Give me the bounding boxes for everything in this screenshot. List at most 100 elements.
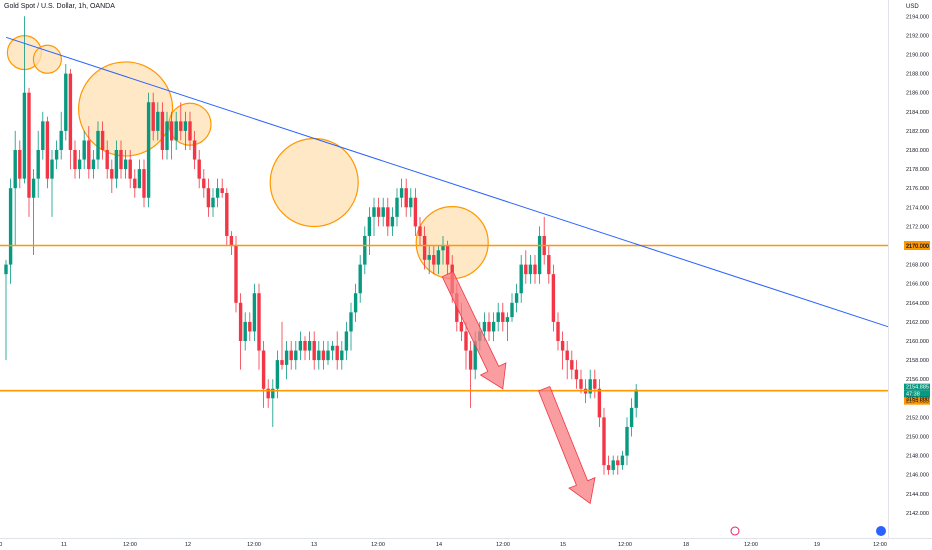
candle-body: [537, 235, 542, 275]
x-tick-label: 12:00: [496, 542, 510, 548]
y-tick-label: 2188.000: [906, 72, 929, 78]
y-tick-label: 2168.000: [906, 263, 929, 269]
x-tick-label: 12:00: [247, 542, 261, 548]
candle-body: [284, 350, 289, 365]
candle-body: [41, 121, 45, 150]
candle-body: [211, 197, 215, 208]
candle-body: [238, 302, 243, 341]
candle-body: [280, 360, 284, 365]
trendline-group: [5, 36, 889, 328]
candle-body: [611, 460, 615, 470]
candle-body: [137, 169, 142, 189]
candle-body: [597, 388, 602, 418]
candle-body: [165, 121, 169, 150]
candle-body: [18, 150, 22, 179]
y-tick-label: 2194.000: [906, 14, 929, 20]
candle-body: [298, 341, 303, 351]
highlight-circle: [269, 137, 359, 228]
candle-body: [505, 317, 510, 322]
candle-body: [496, 312, 500, 322]
candle-body: [119, 150, 123, 170]
candle-body: [445, 245, 450, 265]
y-tick-label: 2150.000: [906, 435, 929, 441]
candles: [4, 16, 638, 475]
candle-body: [473, 341, 477, 370]
candle-body: [151, 102, 155, 131]
x-tick-label: 14: [436, 542, 442, 548]
candle-body: [77, 159, 82, 170]
y-tick-label: 2160.000: [906, 339, 929, 345]
candle-body: [464, 331, 468, 351]
candle-body: [105, 150, 109, 170]
candle-body: [68, 73, 73, 150]
candle-body: [491, 321, 496, 332]
candle-body: [427, 255, 431, 260]
candle-body: [344, 331, 349, 351]
candle-body: [206, 188, 211, 208]
x-tick-label: 2:00: [0, 542, 2, 548]
projection-arrows: [441, 270, 596, 505]
candle-body: [87, 140, 91, 170]
trendline: [5, 36, 889, 328]
candle-body: [202, 178, 206, 189]
candle-body: [31, 178, 36, 198]
y-tick-label: 2186.000: [906, 91, 929, 97]
y-tick-label: 2144.000: [906, 492, 929, 498]
x-tick-label: 15: [560, 542, 566, 548]
y-tick-label: 2148.000: [906, 454, 929, 460]
candle-body: [620, 455, 625, 466]
candle-body: [579, 379, 583, 389]
y-tick-label: 2152.000: [906, 415, 929, 421]
us-flag-icon: [876, 526, 886, 536]
candle-body: [317, 350, 321, 361]
candle-body: [82, 140, 86, 160]
currency-label: USD: [906, 4, 919, 10]
candle-body: [560, 341, 565, 351]
y-tick-label: 2162.000: [906, 320, 929, 326]
candle-body: [73, 150, 77, 170]
y-tick-label: 2166.000: [906, 282, 929, 288]
candle-body: [376, 207, 381, 217]
candle-body: [289, 350, 293, 361]
candle-body: [128, 159, 132, 179]
candle-body: [528, 264, 533, 275]
candle-body: [192, 140, 197, 160]
candle-body: [220, 188, 224, 193]
y-tick-label: 2178.000: [906, 167, 929, 173]
candle-body: [487, 321, 491, 332]
y-tick-label: 2164.000: [906, 301, 929, 307]
candle-body: [156, 111, 160, 131]
candle-body: [110, 169, 114, 179]
candle-body: [266, 388, 270, 399]
x-tick-label: 11: [61, 542, 67, 548]
candle-body: [519, 264, 523, 294]
y-tick-label: 2192.000: [906, 33, 929, 39]
x-tick-label: 12:00: [873, 542, 887, 548]
candle-body: [234, 245, 238, 303]
current-price-label-bg: [904, 383, 930, 391]
y-tick-label: 2156.000: [906, 377, 929, 383]
candle-body: [547, 255, 551, 275]
candle-body: [50, 159, 54, 179]
candle-body: [215, 188, 220, 198]
candle-body: [395, 197, 399, 217]
candle-body: [390, 216, 395, 227]
candle-body: [482, 321, 487, 332]
current-price-label: 2154.885: [906, 385, 929, 391]
candle-body: [556, 321, 560, 341]
candle-body: [96, 130, 100, 160]
candle-body: [100, 130, 105, 150]
candle-body: [418, 226, 422, 236]
candle-body: [54, 150, 59, 160]
candle-body: [524, 264, 528, 275]
y-tick-label: 2182.000: [906, 129, 929, 135]
candle-body: [197, 159, 201, 179]
candle-body: [183, 121, 188, 131]
candle-body: [367, 216, 372, 236]
candle-body: [27, 92, 31, 198]
countdown-label: 47:38: [906, 392, 920, 398]
x-tick-label: 12:00: [371, 542, 385, 548]
level-2170-label-bg: [904, 241, 930, 250]
candle-body: [510, 302, 514, 318]
